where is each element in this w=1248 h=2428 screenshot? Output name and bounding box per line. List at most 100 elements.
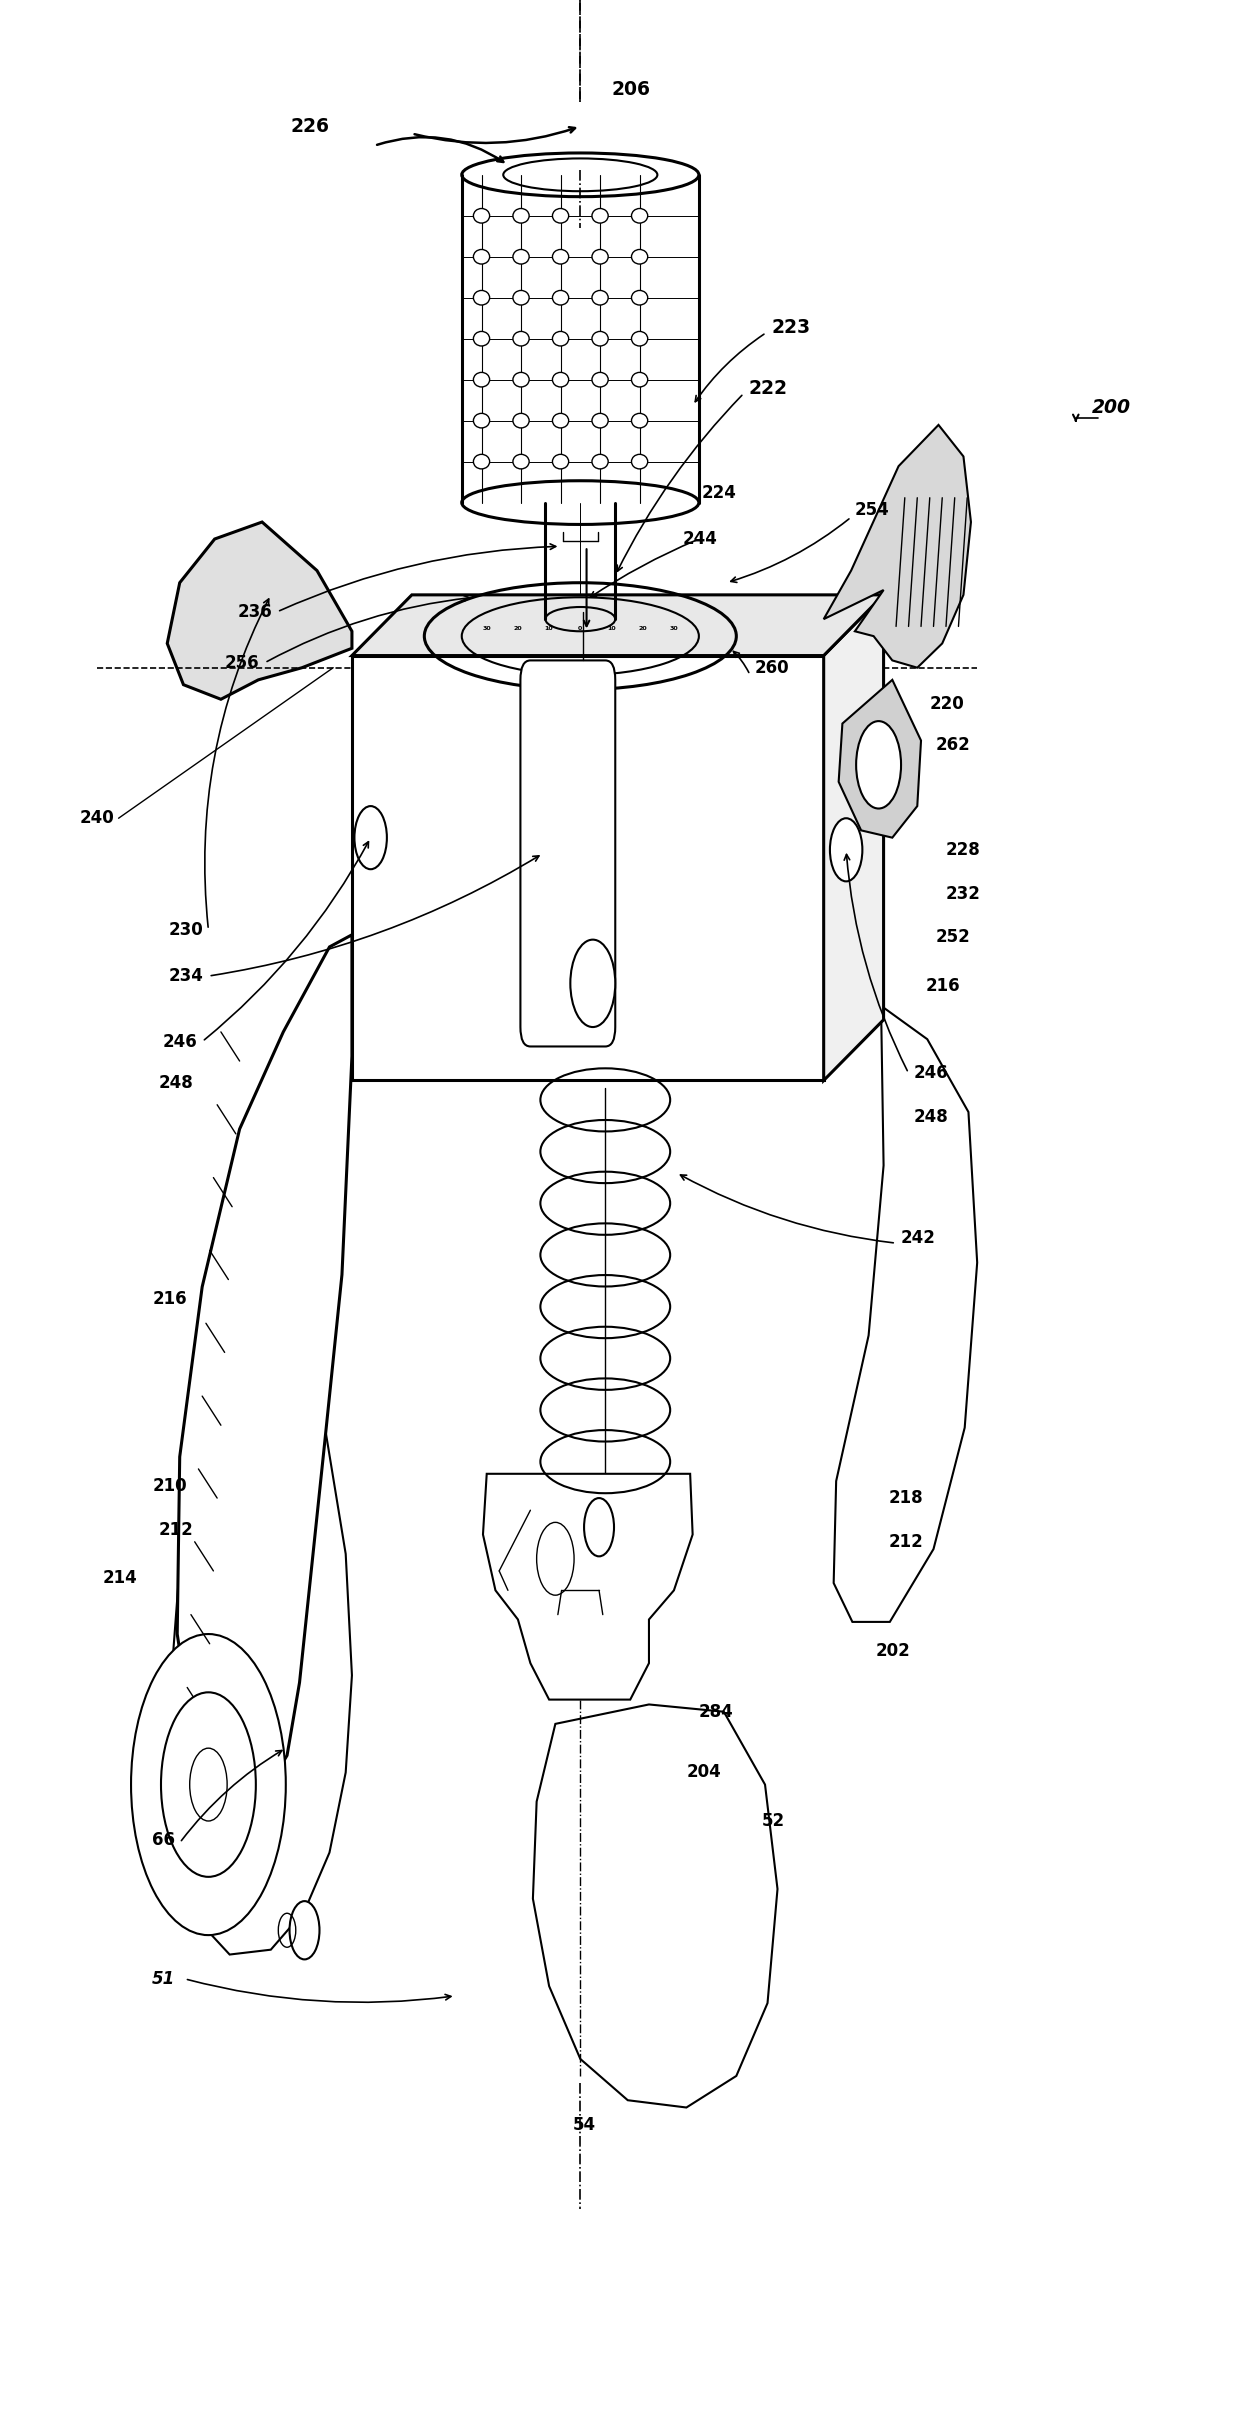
Text: 206: 206	[612, 80, 650, 100]
Ellipse shape	[631, 371, 648, 386]
Ellipse shape	[513, 413, 529, 427]
Text: 0: 0	[578, 626, 583, 631]
Text: 232: 232	[946, 884, 981, 903]
Text: 248: 248	[158, 1073, 193, 1093]
Text: 20: 20	[639, 626, 646, 631]
Text: 10: 10	[608, 626, 615, 631]
Polygon shape	[824, 425, 971, 668]
Ellipse shape	[631, 454, 648, 469]
Ellipse shape	[513, 371, 529, 386]
Ellipse shape	[592, 291, 608, 306]
Text: 218: 218	[889, 1488, 924, 1508]
Text: 246: 246	[914, 1063, 948, 1083]
Ellipse shape	[631, 413, 648, 427]
Ellipse shape	[553, 330, 569, 345]
Text: 30: 30	[670, 626, 678, 631]
Ellipse shape	[473, 454, 489, 469]
Polygon shape	[839, 680, 921, 838]
Text: 20: 20	[514, 626, 522, 631]
Ellipse shape	[592, 330, 608, 345]
Circle shape	[830, 818, 862, 881]
Text: 246: 246	[162, 1032, 197, 1051]
Text: 202: 202	[876, 1641, 911, 1661]
Polygon shape	[834, 1008, 977, 1622]
Circle shape	[161, 1692, 256, 1877]
Ellipse shape	[631, 250, 648, 265]
Ellipse shape	[592, 454, 608, 469]
Polygon shape	[352, 595, 884, 656]
Text: 30: 30	[483, 626, 490, 631]
Text: 222: 222	[749, 379, 787, 398]
Polygon shape	[167, 522, 352, 699]
Polygon shape	[533, 1704, 778, 2108]
Text: 210: 210	[152, 1476, 187, 1496]
Ellipse shape	[513, 330, 529, 345]
Ellipse shape	[513, 250, 529, 265]
Polygon shape	[824, 595, 884, 1080]
Text: 204: 204	[686, 1763, 721, 1782]
Circle shape	[131, 1634, 286, 1935]
Ellipse shape	[592, 413, 608, 427]
Text: 252: 252	[936, 927, 971, 947]
Text: 200: 200	[1092, 398, 1131, 418]
Text: 10: 10	[545, 626, 553, 631]
Text: 212: 212	[889, 1532, 924, 1551]
Text: 228: 228	[946, 840, 981, 860]
Circle shape	[570, 940, 615, 1027]
Text: 226: 226	[290, 117, 329, 136]
Ellipse shape	[592, 250, 608, 265]
Ellipse shape	[473, 371, 489, 386]
Polygon shape	[352, 656, 824, 1080]
Ellipse shape	[513, 454, 529, 469]
Text: 254: 254	[855, 500, 890, 520]
Ellipse shape	[473, 209, 489, 223]
Text: 244: 244	[683, 529, 718, 549]
FancyBboxPatch shape	[520, 660, 615, 1046]
Polygon shape	[483, 1474, 693, 1700]
Polygon shape	[177, 935, 352, 1804]
Text: 260: 260	[755, 658, 790, 677]
Text: 262: 262	[936, 736, 971, 755]
Ellipse shape	[553, 291, 569, 306]
Ellipse shape	[513, 209, 529, 223]
Ellipse shape	[631, 330, 648, 345]
Polygon shape	[167, 1275, 352, 1955]
Circle shape	[584, 1498, 614, 1556]
Ellipse shape	[553, 413, 569, 427]
Ellipse shape	[473, 250, 489, 265]
Text: 230: 230	[168, 920, 203, 940]
Text: 66: 66	[152, 1831, 175, 1850]
Circle shape	[290, 1901, 319, 1959]
Text: 240: 240	[80, 809, 115, 828]
Ellipse shape	[473, 330, 489, 345]
Ellipse shape	[553, 250, 569, 265]
Text: 220: 220	[930, 694, 965, 714]
Ellipse shape	[473, 413, 489, 427]
Text: 54: 54	[573, 2115, 595, 2134]
Text: 224: 224	[701, 483, 736, 503]
Circle shape	[354, 806, 387, 869]
Ellipse shape	[631, 209, 648, 223]
Ellipse shape	[473, 291, 489, 306]
Text: 214: 214	[102, 1568, 137, 1588]
Ellipse shape	[513, 291, 529, 306]
Ellipse shape	[592, 371, 608, 386]
Text: 52: 52	[761, 1811, 785, 1831]
Text: 234: 234	[168, 966, 203, 986]
Text: 212: 212	[158, 1520, 193, 1539]
Ellipse shape	[553, 371, 569, 386]
Text: 223: 223	[771, 318, 810, 337]
Ellipse shape	[553, 209, 569, 223]
Text: 242: 242	[901, 1229, 936, 1248]
Text: 236: 236	[237, 602, 272, 622]
Ellipse shape	[631, 291, 648, 306]
Text: 248: 248	[914, 1107, 948, 1127]
Text: 216: 216	[926, 976, 961, 995]
Text: 256: 256	[225, 653, 260, 673]
Text: 284: 284	[699, 1702, 734, 1721]
Circle shape	[856, 721, 901, 809]
Ellipse shape	[592, 209, 608, 223]
Text: 216: 216	[152, 1289, 187, 1309]
Text: 51: 51	[151, 1969, 175, 1989]
Ellipse shape	[553, 454, 569, 469]
